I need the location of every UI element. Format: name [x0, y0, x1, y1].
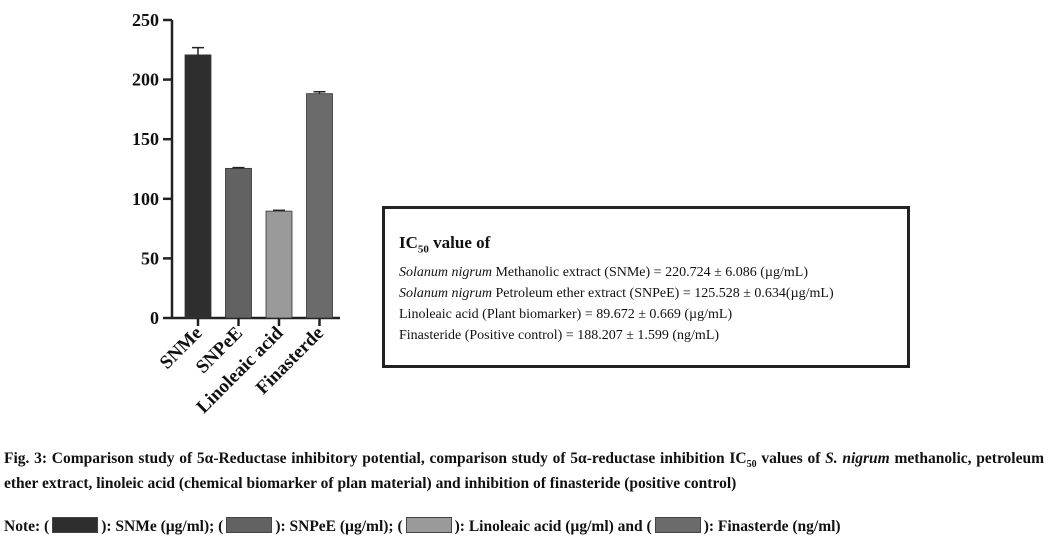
y-tick-label: 50: [141, 248, 159, 268]
legend-line-snpee: Solanum nigrum Petroleum ether extract (…: [399, 286, 834, 302]
y-tick-label: 0: [150, 308, 159, 328]
swatch-snpee: [226, 517, 273, 533]
bar-0: [184, 54, 212, 319]
y-tick-label: 200: [132, 70, 159, 90]
bar-2: [265, 210, 293, 319]
y-tick-label: 250: [132, 10, 159, 30]
legend-line-linoleic: Linoleaic acid (Plant biomarker) = 89.67…: [399, 307, 733, 323]
bar-3: [306, 93, 333, 319]
swatch-finasteride: [654, 517, 701, 533]
figure-note: Note: (): SNMe (µg/ml); (): SNPeE (µg/ml…: [4, 517, 841, 535]
figure-caption: Fig. 3: Comparison study of 5α-Reductase…: [4, 450, 1045, 493]
legend-line-finasteride: Finasteride (Positive control) = 188.207…: [399, 328, 720, 344]
legend-line-snme: Solanum nigrum Methanolic extract (SNMe)…: [399, 265, 808, 281]
bar-1: [225, 167, 252, 319]
y-tick-label: 150: [132, 129, 159, 149]
legend-title: IC50 value of: [399, 233, 491, 256]
y-tick-label: 100: [132, 189, 159, 209]
swatch-snme: [52, 517, 99, 533]
swatch-linoleic: [405, 517, 452, 533]
ic50-legend-box: IC50 value of Solanum nigrum Methanolic …: [382, 206, 910, 368]
